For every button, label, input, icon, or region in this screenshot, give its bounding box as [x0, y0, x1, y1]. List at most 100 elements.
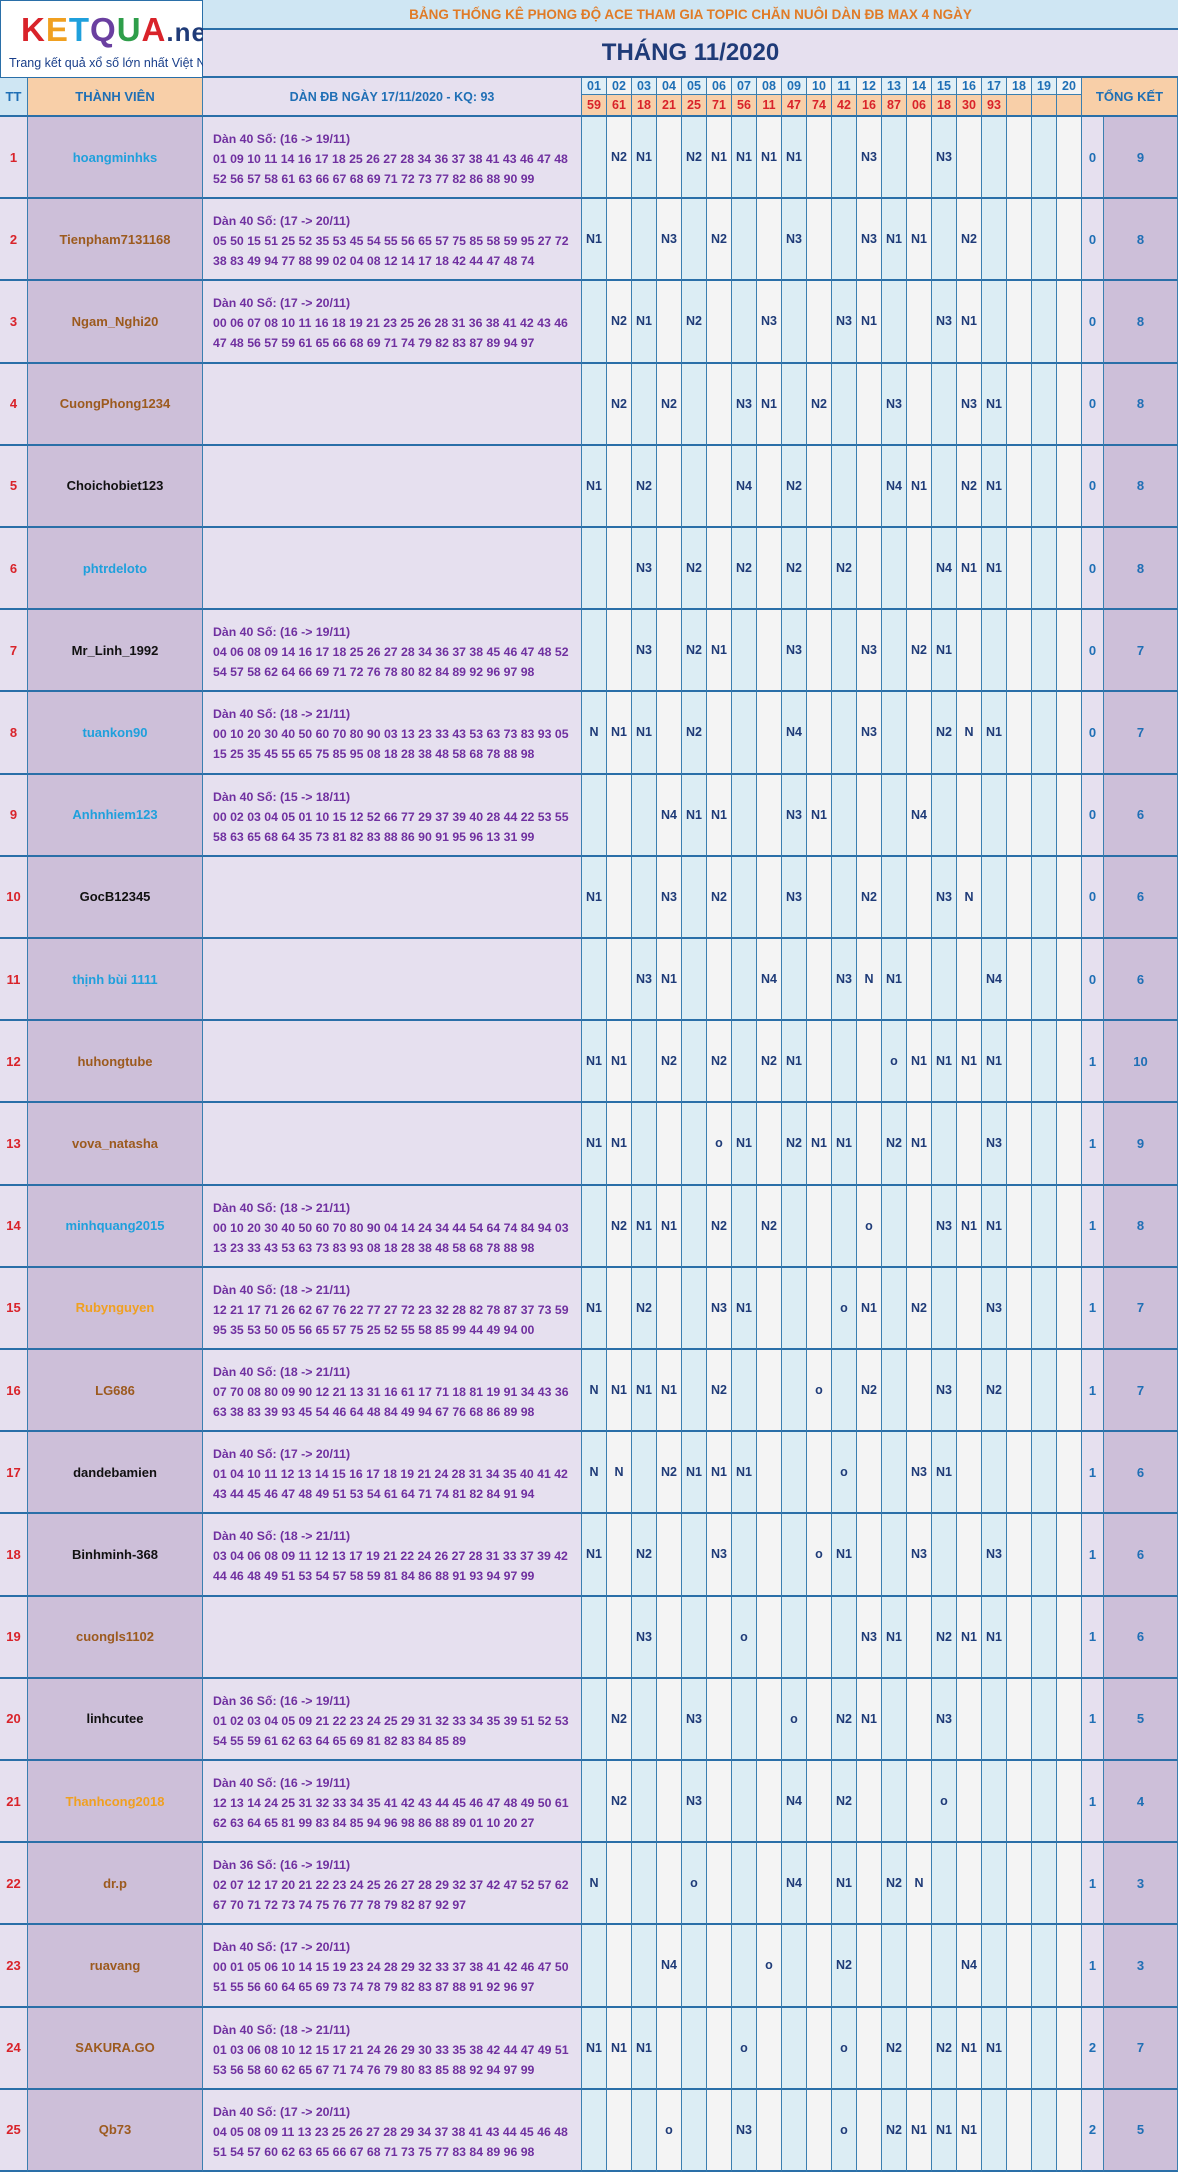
hit-cell: [757, 1103, 782, 1186]
hit-cell: o: [657, 2089, 682, 2172]
result-cell: 18: [932, 95, 957, 117]
member-name[interactable]: Choichobiet123: [28, 445, 203, 528]
dan-cell: [203, 856, 582, 939]
member-name[interactable]: dr.p: [28, 1843, 203, 1926]
hit-cell: [1032, 199, 1057, 282]
hit-cell: N1: [957, 2007, 982, 2090]
hit-cell: [932, 774, 957, 857]
hit-cell: [757, 2089, 782, 2172]
hit-cell: N3: [982, 1103, 1007, 1186]
member-name[interactable]: thịnh bùi 1111: [28, 939, 203, 1022]
hit-cell: [932, 1514, 957, 1597]
member-name[interactable]: Ngam_Nghi20: [28, 281, 203, 364]
hit-cell: N1: [957, 1021, 982, 1104]
dan-line: 54 57 58 62 64 66 69 71 72 76 78 80 82 8…: [213, 665, 535, 680]
member-name[interactable]: LG686: [28, 1350, 203, 1433]
hit-cell: N2: [832, 528, 857, 611]
hit-cell: N: [957, 856, 982, 939]
hit-cell: N2: [607, 1678, 632, 1761]
hit-cell: N2: [982, 1350, 1007, 1433]
hit-cell: [757, 692, 782, 775]
hit-cell: N1: [907, 445, 932, 528]
hit-cell: [982, 610, 1007, 693]
hit-cell: [857, 1925, 882, 2008]
day-header: 03: [632, 78, 657, 95]
row-number: 8: [0, 692, 28, 775]
hit-cell: [807, 199, 832, 282]
row-number: 21: [0, 1761, 28, 1844]
member-name[interactable]: ruavang: [28, 1925, 203, 2008]
hit-cell: [1007, 1596, 1032, 1679]
dan-line: 51 54 57 60 62 63 65 66 67 68 71 73 75 7…: [213, 2144, 535, 2159]
total-count-a: 0: [1082, 117, 1104, 200]
total-count-b: 6: [1104, 1432, 1178, 1515]
hit-cell: N2: [882, 1843, 907, 1926]
hit-cell: [1007, 1021, 1032, 1104]
hit-cell: N1: [607, 1021, 632, 1104]
hit-cell: [782, 281, 807, 364]
member-name[interactable]: Mr_Linh_1992: [28, 610, 203, 693]
hit-cell: [732, 1185, 757, 1268]
member-name[interactable]: Qb73: [28, 2089, 203, 2172]
hit-cell: [707, 445, 732, 528]
hit-cell: N2: [682, 117, 707, 200]
dan-cell: [203, 1596, 582, 1679]
total-count-b: 8: [1104, 281, 1178, 364]
member-name[interactable]: Thanhcong2018: [28, 1761, 203, 1844]
hit-cell: [582, 363, 607, 446]
hit-cell: N2: [882, 2089, 907, 2172]
hit-cell: N2: [757, 1021, 782, 1104]
member-name[interactable]: phtrdeloto: [28, 528, 203, 611]
hit-cell: N1: [957, 2089, 982, 2172]
hit-cell: [657, 2007, 682, 2090]
hit-cell: [582, 1678, 607, 1761]
dan-line: Dàn 40 Số: (17 -> 20/11): [213, 214, 351, 229]
hit-cell: [1057, 610, 1082, 693]
dan-cell: [203, 939, 582, 1022]
result-cell: 42: [832, 95, 857, 117]
member-name[interactable]: linhcutee: [28, 1678, 203, 1761]
hit-cell: [582, 774, 607, 857]
hit-cell: N4: [657, 774, 682, 857]
hit-cell: o: [832, 2089, 857, 2172]
member-name[interactable]: huhongtube: [28, 1021, 203, 1104]
hit-cell: N3: [982, 1267, 1007, 1350]
dan-line: Dàn 40 Số: (17 -> 20/11): [213, 1447, 351, 1462]
hit-cell: [1032, 1596, 1057, 1679]
hit-cell: [607, 774, 632, 857]
hit-cell: [1007, 856, 1032, 939]
hit-cell: N2: [682, 692, 707, 775]
member-name[interactable]: Anhnhiem123: [28, 774, 203, 857]
member-name[interactable]: SAKURA.GO: [28, 2007, 203, 2090]
member-name[interactable]: Binhminh-368: [28, 1514, 203, 1597]
row-number: 4: [0, 363, 28, 446]
day-header: 14: [907, 78, 932, 95]
member-name[interactable]: cuongls1102: [28, 1596, 203, 1679]
total-count-a: 0: [1082, 528, 1104, 611]
total-count-b: 3: [1104, 1925, 1178, 2008]
member-name[interactable]: tuankon90: [28, 692, 203, 775]
day-header: 13: [882, 78, 907, 95]
row-number: 18: [0, 1514, 28, 1597]
result-cell: 56: [732, 95, 757, 117]
member-name[interactable]: GocB12345: [28, 856, 203, 939]
member-name[interactable]: minhquang2015: [28, 1185, 203, 1268]
hit-cell: [882, 1350, 907, 1433]
member-name[interactable]: Rubynguyen: [28, 1267, 203, 1350]
hit-cell: [1057, 117, 1082, 200]
hit-cell: [982, 1761, 1007, 1844]
member-name[interactable]: dandebamien: [28, 1432, 203, 1515]
hit-cell: [632, 1021, 657, 1104]
hit-cell: [807, 528, 832, 611]
member-name[interactable]: Tienpham7131168: [28, 199, 203, 282]
ketqua-logo[interactable]: KETQUA.net Trang kết quả xổ số lớn nhất …: [0, 0, 223, 78]
hit-cell: N3: [782, 199, 807, 282]
hit-cell: [707, 281, 732, 364]
member-name[interactable]: CuongPhong1234: [28, 363, 203, 446]
total-count-a: 1: [1082, 1021, 1104, 1104]
hit-cell: [882, 1514, 907, 1597]
member-name[interactable]: hoangminhks: [28, 117, 203, 200]
hit-cell: N2: [782, 1103, 807, 1186]
member-name[interactable]: vova_natasha: [28, 1103, 203, 1186]
hit-cell: N3: [907, 1514, 932, 1597]
